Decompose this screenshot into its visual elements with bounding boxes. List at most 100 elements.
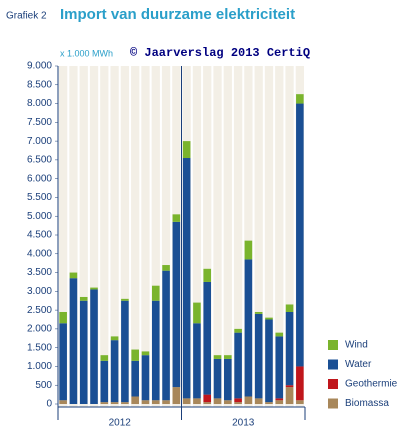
bar-segment bbox=[162, 400, 170, 404]
bar-segment bbox=[79, 300, 88, 404]
column-stripe bbox=[151, 66, 160, 407]
column-stripe bbox=[131, 66, 140, 407]
bar-segment bbox=[110, 336, 119, 341]
bar-segment bbox=[296, 94, 304, 104]
y-tick-label: 3.000 bbox=[27, 286, 52, 297]
y-tick-label: 5.000 bbox=[27, 211, 52, 222]
bar-segment bbox=[285, 311, 294, 386]
column-stripe bbox=[79, 66, 88, 407]
bar-segment bbox=[213, 358, 222, 399]
bar-segment bbox=[296, 400, 304, 404]
column-stripe bbox=[254, 66, 263, 407]
legend-label: Water bbox=[345, 359, 372, 370]
bar-segment bbox=[265, 402, 273, 404]
bar-segment bbox=[151, 300, 160, 401]
bar-segment bbox=[244, 240, 253, 260]
bar-segment bbox=[224, 355, 232, 359]
legend-swatch bbox=[328, 340, 338, 350]
x-group-label: 2013 bbox=[232, 418, 255, 429]
chart-title: Import van duurzame elektriciteit bbox=[60, 6, 295, 23]
legend-swatch bbox=[328, 379, 338, 389]
bar-segment bbox=[203, 281, 212, 395]
legend-label: Biomassa bbox=[345, 398, 389, 409]
bar-segment bbox=[244, 259, 253, 397]
y-tick-label: 8.000 bbox=[27, 98, 52, 109]
bar-segment bbox=[141, 400, 150, 404]
bar-segment bbox=[131, 396, 139, 404]
bar-segment bbox=[79, 296, 88, 301]
y-tick-label: 500 bbox=[35, 380, 52, 391]
bar-segment bbox=[285, 387, 294, 404]
bar-segment bbox=[182, 398, 191, 404]
column-stripe bbox=[100, 66, 109, 407]
column-stripe bbox=[264, 66, 274, 407]
bar-segment bbox=[275, 398, 284, 401]
y-tick-label: 6.500 bbox=[27, 155, 52, 166]
bar-segment bbox=[172, 387, 181, 404]
bar-segment bbox=[285, 385, 294, 388]
y-tick-label: 2.500 bbox=[27, 305, 52, 316]
bar-segment bbox=[121, 300, 129, 403]
bar-segment bbox=[203, 268, 212, 282]
bar-segment bbox=[193, 323, 201, 399]
bar-segment bbox=[59, 400, 67, 404]
y-axis-label: x 1.000 MWh bbox=[60, 48, 113, 58]
bar-segment bbox=[151, 285, 160, 301]
bar-segment bbox=[182, 158, 191, 399]
bar-segment bbox=[141, 351, 150, 356]
bar-segment bbox=[59, 311, 67, 324]
bar-segment bbox=[100, 360, 109, 403]
bar-segment bbox=[69, 278, 78, 404]
bar-segment bbox=[172, 221, 181, 388]
legend-swatch bbox=[328, 398, 338, 409]
legend-label: Geothermie bbox=[345, 379, 398, 390]
legend-label: Wind bbox=[345, 340, 368, 351]
bar-segment bbox=[162, 270, 170, 401]
column-stripe bbox=[233, 66, 243, 407]
bar-segment bbox=[193, 398, 201, 404]
x-group-label: 2012 bbox=[109, 418, 132, 429]
bar-segment bbox=[100, 355, 109, 361]
bar-segment bbox=[172, 214, 181, 222]
column-stripe bbox=[110, 66, 119, 407]
bar-segment bbox=[90, 287, 98, 290]
source: © Jaarverslag 2013 CertiQ bbox=[130, 46, 310, 60]
column-stripe bbox=[161, 66, 171, 407]
y-tick-label: 7.000 bbox=[27, 136, 52, 147]
bar-segment bbox=[265, 317, 273, 320]
bar-segment bbox=[254, 398, 263, 404]
chart-label: Grafiek 2 bbox=[6, 11, 47, 22]
bar-segment bbox=[90, 289, 98, 404]
bar-segment bbox=[203, 402, 212, 404]
bar-segment bbox=[59, 323, 67, 401]
bar-segment bbox=[213, 398, 222, 404]
column-stripe bbox=[275, 66, 284, 407]
bar-segment bbox=[296, 366, 304, 401]
legend-swatch bbox=[328, 359, 338, 370]
bar-segment bbox=[193, 302, 201, 324]
column-stripe bbox=[89, 66, 99, 407]
bar-segment bbox=[234, 398, 242, 403]
column-stripe bbox=[192, 66, 202, 407]
y-tick-label: 3.500 bbox=[27, 267, 52, 278]
bar-segment bbox=[151, 400, 160, 404]
y-tick-label: 7.500 bbox=[27, 117, 52, 128]
bar-segment bbox=[131, 349, 139, 361]
bar-segment bbox=[275, 336, 284, 399]
bar-segment bbox=[213, 355, 222, 359]
bar-segment bbox=[265, 319, 273, 403]
column-stripe bbox=[285, 66, 294, 407]
bar-segment bbox=[254, 311, 263, 314]
column-stripe bbox=[244, 66, 253, 407]
bar-segment bbox=[224, 400, 232, 404]
y-tick-label: 5.500 bbox=[27, 192, 52, 203]
y-tick-label: 1.000 bbox=[27, 361, 52, 372]
bar-segment bbox=[254, 313, 263, 399]
column-stripe bbox=[69, 66, 78, 407]
y-tick-label: 6.000 bbox=[27, 173, 52, 184]
y-tick-label: 0 bbox=[46, 399, 52, 410]
bar-segment bbox=[234, 332, 242, 399]
y-tick-label: 1.500 bbox=[27, 342, 52, 353]
column-stripe bbox=[120, 66, 130, 407]
